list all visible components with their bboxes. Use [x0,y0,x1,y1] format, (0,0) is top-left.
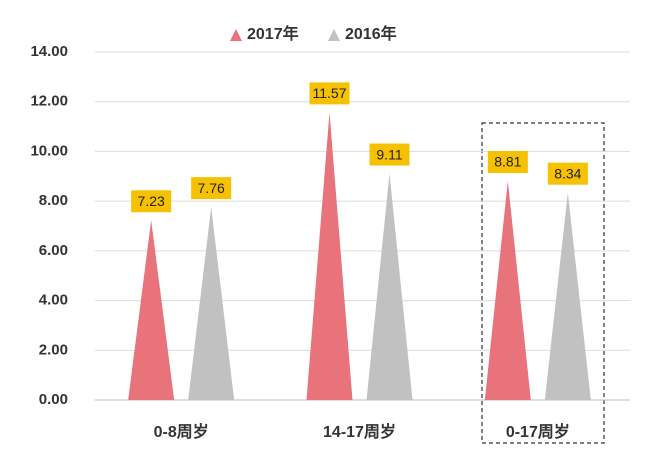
value-label: 7.23 [131,190,172,213]
x-tick-label: 14-17周岁 [323,422,396,441]
bar [366,173,413,400]
bar [128,220,175,400]
value-label-text: 9.11 [376,146,402,162]
y-tick-label: 4.00 [39,292,68,309]
value-label-box [131,190,172,213]
y-tick-label: 12.00 [30,93,68,110]
bar [544,192,591,400]
value-label: 8.34 [547,162,588,185]
highlight-box [481,122,605,444]
bar [484,181,531,400]
value-label-box [547,162,588,185]
value-label-box [309,82,350,105]
value-label-text: 7.23 [138,193,165,209]
legend-label: 2017年 [247,24,299,43]
y-tick-label: 10.00 [30,142,68,159]
value-label-text: 11.57 [313,85,347,101]
value-label: 9.11 [369,143,410,166]
value-label-box [487,151,528,174]
value-label-box [369,143,410,166]
value-label-text: 7.76 [198,180,225,196]
bar [188,207,235,400]
y-tick-label: 8.00 [39,192,68,209]
y-tick-label: 2.00 [39,341,68,358]
y-tick-label: 0.00 [39,391,68,408]
x-tick-label: 0-17周岁 [506,422,570,441]
value-label: 11.57 [309,82,350,105]
value-label: 7.76 [191,177,232,200]
value-label-text: 8.34 [554,165,581,181]
value-label: 8.81 [487,151,528,174]
y-tick-label: 6.00 [39,242,68,259]
legend-label: 2016年 [345,24,397,43]
value-label-text: 8.81 [494,154,521,170]
bar [306,112,353,400]
legend-marker [328,29,340,41]
x-tick-label: 0-8周岁 [154,422,209,441]
legend-marker [230,29,242,41]
y-tick-label: 14.00 [30,43,68,60]
value-label-box [191,177,232,200]
